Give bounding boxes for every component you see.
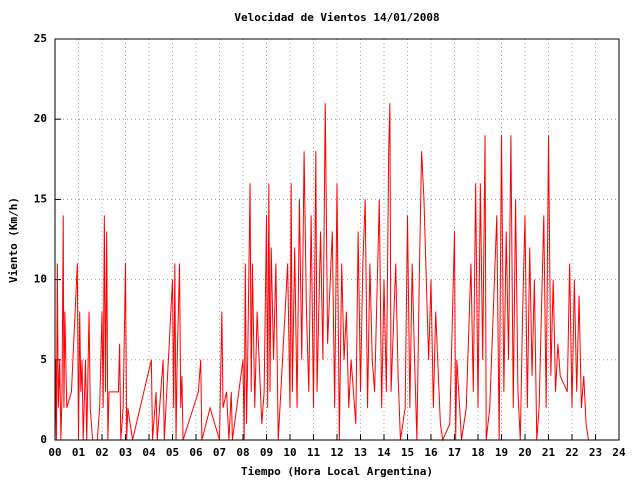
x-tick-label: 04: [142, 446, 156, 459]
x-tick-label: 21: [542, 446, 556, 459]
y-tick-label: 5: [40, 353, 47, 366]
chart-title: Velocidad de Vientos 14/01/2008: [234, 11, 439, 24]
x-tick-label: 18: [471, 446, 484, 459]
x-tick-label: 23: [589, 446, 602, 459]
x-tick-label: 22: [565, 446, 578, 459]
x-tick-label: 20: [518, 446, 531, 459]
x-tick-label: 08: [236, 446, 249, 459]
data-line: [54, 103, 589, 442]
x-tick-label: 05: [166, 446, 179, 459]
x-tick-label: 07: [213, 446, 226, 459]
x-tick-label: 01: [72, 446, 86, 459]
x-tick-label: 06: [189, 446, 203, 459]
x-axis-label: Tiempo (Hora Local Argentina): [241, 465, 433, 478]
y-tick-label: 20: [34, 112, 47, 125]
y-tick-label: 25: [34, 32, 47, 45]
x-tick-label: 12: [330, 446, 343, 459]
x-tick-label: 00: [48, 446, 61, 459]
x-tick-label: 13: [354, 446, 367, 459]
y-tick-label: 0: [40, 433, 47, 446]
plot-border: [54, 38, 620, 441]
x-tick-label: 02: [95, 446, 108, 459]
x-tick-label: 14: [377, 446, 391, 459]
x-tick-label: 11: [307, 446, 321, 459]
y-tick-label: 10: [34, 273, 47, 286]
x-tick-label: 10: [283, 446, 296, 459]
x-tick-label: 19: [495, 446, 508, 459]
y-axis-label: Viento (Km/h): [7, 197, 20, 283]
x-tick-label: 16: [424, 446, 438, 459]
x-tick-label: 24: [612, 446, 626, 459]
x-tick-label: 17: [448, 446, 461, 459]
x-tick-label: 03: [119, 446, 132, 459]
x-tick-label: 09: [260, 446, 273, 459]
x-tick-label: 15: [401, 446, 414, 459]
y-tick-label: 15: [34, 192, 47, 205]
